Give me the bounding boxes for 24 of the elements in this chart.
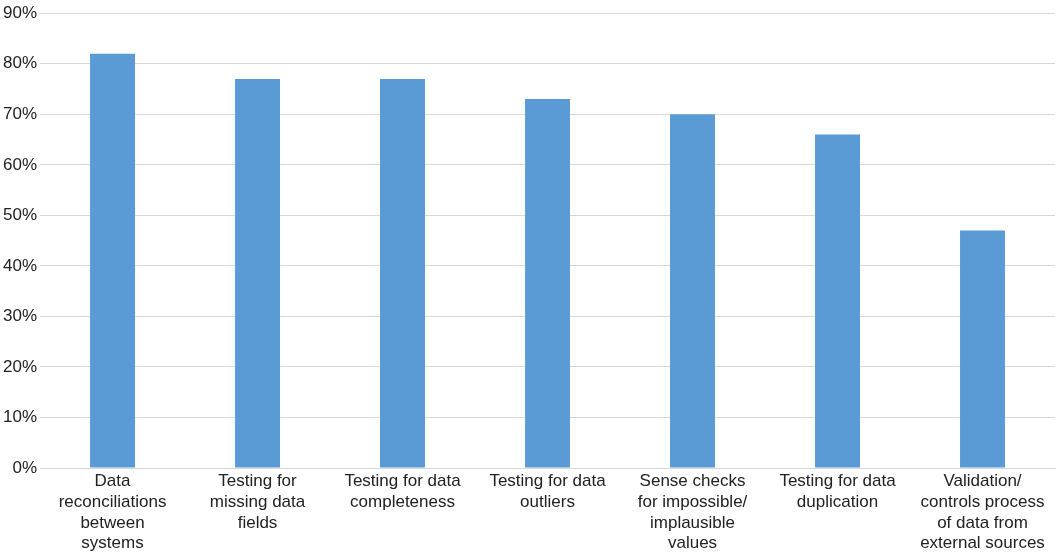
bar	[90, 53, 135, 468]
x-tick-label: Testing for data duplication	[779, 471, 897, 511]
y-tick-label: 60%	[2, 154, 38, 174]
y-tick-label: 0%	[12, 457, 38, 477]
y-tick-label: 50%	[2, 205, 38, 225]
x-tick-label: Testing for missing data fields	[209, 471, 306, 532]
y-tick-label: 30%	[2, 306, 38, 326]
y-tick-label: 80%	[2, 53, 38, 73]
bar	[525, 99, 570, 468]
bar	[235, 78, 280, 468]
x-tick-label: Validation/ controls process of data from external sources	[920, 471, 1045, 553]
y-tick-label: 20%	[2, 356, 38, 376]
y-tick-label: 40%	[2, 255, 38, 275]
y-tick-label: 90%	[2, 2, 38, 22]
bar	[380, 78, 425, 468]
x-tick-label: Testing for data completeness	[344, 471, 462, 511]
x-tick-label: Sense checks for impossible/ implausible values	[637, 471, 748, 553]
bar	[815, 134, 860, 468]
y-tick-label: 70%	[2, 103, 38, 123]
bar	[960, 230, 1005, 468]
bar	[670, 114, 715, 468]
y-tick-label: 10%	[2, 407, 38, 427]
x-tick-label: Testing for data outliers	[489, 471, 607, 511]
x-tick-label: Data reconciliations between systems	[58, 471, 167, 553]
